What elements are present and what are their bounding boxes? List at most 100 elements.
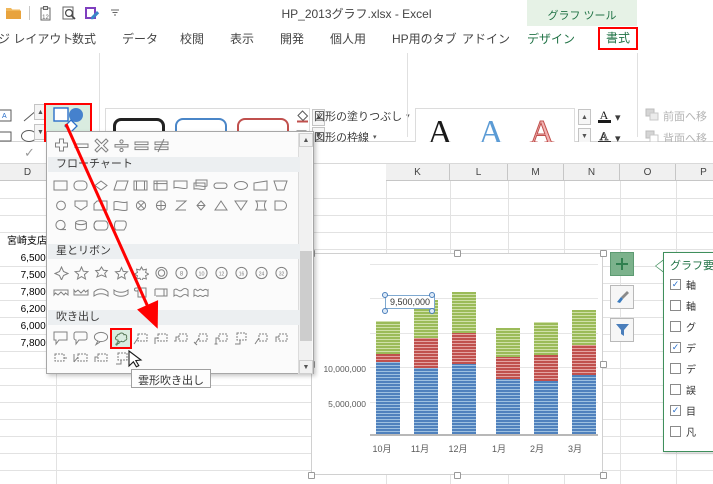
shape-outline-caret-icon[interactable]: ▾: [373, 133, 377, 141]
chart-element-data-table[interactable]: デ: [670, 360, 696, 377]
star-10-point-icon[interactable]: [151, 263, 171, 282]
flowchart-extract-icon[interactable]: [211, 196, 231, 215]
chart-element-chart-title[interactable]: グ: [670, 318, 696, 335]
wordart-scroll-up[interactable]: ▲: [578, 109, 591, 125]
star-16-burst-icon[interactable]: 16: [231, 263, 251, 282]
rounded-rectangular-callout-icon[interactable]: [71, 329, 91, 348]
not-equal-shape-icon[interactable]: [151, 136, 171, 155]
flowchart-manual-input-icon[interactable]: [251, 176, 271, 195]
multiply-shape-icon[interactable]: [91, 136, 111, 155]
equal-shape-icon[interactable]: [131, 136, 151, 155]
checkbox-data-labels[interactable]: ✓: [670, 342, 681, 353]
flowchart-internal-storage-icon[interactable]: [151, 176, 171, 195]
callout-row2-1-icon[interactable]: [51, 349, 71, 368]
checkbox-gridlines[interactable]: ✓: [670, 405, 681, 416]
stars-row-2[interactable]: [51, 283, 211, 302]
star-7-point-icon[interactable]: [111, 263, 131, 282]
chart-bar-2-seg-1[interactable]: [452, 364, 476, 434]
col-header-O[interactable]: O: [620, 164, 676, 181]
star-24-burst-icon[interactable]: 24: [251, 263, 271, 282]
chart-bar-4[interactable]: [534, 322, 558, 434]
chart-bar-1-seg-2[interactable]: [414, 338, 438, 368]
checkbox-error-bars[interactable]: [670, 384, 681, 395]
chart-bar-3-seg-2[interactable]: [496, 357, 520, 379]
down-ribbon-icon[interactable]: [71, 283, 91, 302]
tab-page-layout[interactable]: ジ レイアウト: [0, 32, 74, 46]
tab-hp[interactable]: HP用のタブ: [392, 32, 457, 46]
print-preview-icon[interactable]: [59, 3, 79, 23]
chart-bar-5-seg-3[interactable]: [572, 310, 596, 345]
flowchart-document-icon[interactable]: [171, 176, 191, 195]
callout-row2-4-icon[interactable]: [111, 349, 131, 368]
wave-icon[interactable]: [171, 283, 191, 302]
curved-down-ribbon-icon[interactable]: [111, 283, 131, 302]
clipboard-12-icon[interactable]: 12: [36, 3, 56, 23]
chart-bar-1-seg-1[interactable]: [414, 368, 438, 434]
flowchart-predefined-process-icon[interactable]: [131, 176, 151, 195]
chart-handle-tm[interactable]: [454, 250, 461, 257]
data-label-handle-br[interactable]: [429, 308, 435, 314]
tab-format[interactable]: 書式: [598, 27, 639, 50]
textbox-shape-icon[interactable]: A: [0, 105, 16, 125]
line-callout-1-accent-icon[interactable]: [251, 329, 271, 348]
chart-handle-bl[interactable]: [308, 472, 315, 479]
star-12-burst-icon[interactable]: 12: [211, 263, 231, 282]
chart-bar-3-seg-3[interactable]: [496, 328, 520, 357]
checkbox-data-table[interactable]: [670, 363, 681, 374]
star-4-point-icon[interactable]: [51, 263, 71, 282]
chart-bar-2[interactable]: [452, 292, 476, 434]
chart-filters-button[interactable]: [610, 318, 634, 342]
callout-row2-3-icon[interactable]: [91, 349, 111, 368]
customize-qat-icon[interactable]: [105, 3, 125, 23]
col-header-K[interactable]: K: [386, 164, 450, 181]
col-header-P[interactable]: P: [676, 164, 713, 181]
checkbox-legend[interactable]: [670, 426, 681, 437]
flowchart-alternate-process-icon[interactable]: [71, 176, 91, 195]
text-outline-caret-icon[interactable]: ▾: [615, 132, 621, 145]
change-shape-dropdown[interactable]: ▲ ▼ フローチャート: [46, 131, 314, 374]
dropdown-scroll-down-icon[interactable]: ▼: [299, 360, 313, 374]
chart-data-label[interactable]: 9,500,000: [385, 295, 436, 309]
ribbon-tabs[interactable]: ジ レイアウト 数式 データ 校閲 表示 開発 個人用 HP用のタブ アドイン …: [0, 26, 713, 75]
rectangular-callout-icon[interactable]: [51, 329, 71, 348]
callouts-row-1[interactable]: [51, 328, 291, 349]
chart-bar-0-seg-1[interactable]: [376, 362, 400, 434]
line-callout-2-bar-icon[interactable]: [211, 329, 231, 348]
line-callout-3-bar-icon[interactable]: [231, 329, 251, 348]
flowchart-connector-icon[interactable]: [51, 196, 71, 215]
flowchart-stored-data-icon[interactable]: [251, 196, 271, 215]
flowchart-manual-operation-icon[interactable]: [271, 176, 291, 195]
line-callout-1-bar-icon[interactable]: [191, 329, 211, 348]
chart-bar-4-seg-2[interactable]: [534, 355, 558, 381]
cell-D2[interactable]: 7,500,0: [20, 270, 54, 281]
col-header-N[interactable]: N: [564, 164, 620, 181]
chart-object[interactable]: 10,000,000 5,000,000 10月 11月 12月 1月 2月 3…: [308, 250, 607, 479]
tab-formulas[interactable]: 数式: [72, 32, 97, 46]
flowchart-card-icon[interactable]: [91, 196, 111, 215]
line-callout-1-icon[interactable]: [131, 329, 151, 348]
chart-element-legend[interactable]: 凡: [670, 423, 696, 440]
flowchart-process-icon[interactable]: [51, 176, 71, 195]
tab-developer[interactable]: 開発: [280, 32, 305, 46]
callout-row2-2-icon[interactable]: [71, 349, 91, 368]
flowchart-summing-junction-icon[interactable]: [131, 196, 151, 215]
flowchart-preparation-icon[interactable]: [231, 176, 251, 195]
chart-bar-5[interactable]: [572, 310, 596, 434]
chart-handle-br[interactable]: [600, 472, 607, 479]
data-label-handle-tm[interactable]: [429, 292, 435, 298]
chart-bar-4-seg-3[interactable]: [534, 322, 558, 355]
up-ribbon-icon[interactable]: [51, 283, 71, 302]
cell-D-header[interactable]: 宮崎支店: [0, 234, 54, 250]
cell-D4[interactable]: 6,200,0: [20, 304, 54, 315]
line-callout-2-accent-icon[interactable]: [271, 329, 291, 348]
line-callout-3-icon[interactable]: [171, 329, 191, 348]
flowchart-row-3[interactable]: [51, 216, 131, 235]
data-label-handle-bl[interactable]: [382, 308, 388, 314]
flowchart-merge-icon[interactable]: [231, 196, 251, 215]
horizontal-scroll-icon[interactable]: [151, 283, 171, 302]
flowchart-offpage-connector-icon[interactable]: [71, 196, 91, 215]
chart-bar-2-seg-2[interactable]: [452, 333, 476, 364]
chart-bar-0-seg-3[interactable]: [376, 321, 400, 354]
chart-elements-flyout[interactable]: グラフ要 ✓ 軸 軸 グ ✓ デ デ 誤 ✓ 目: [663, 252, 713, 452]
col-header-L[interactable]: L: [450, 164, 508, 181]
